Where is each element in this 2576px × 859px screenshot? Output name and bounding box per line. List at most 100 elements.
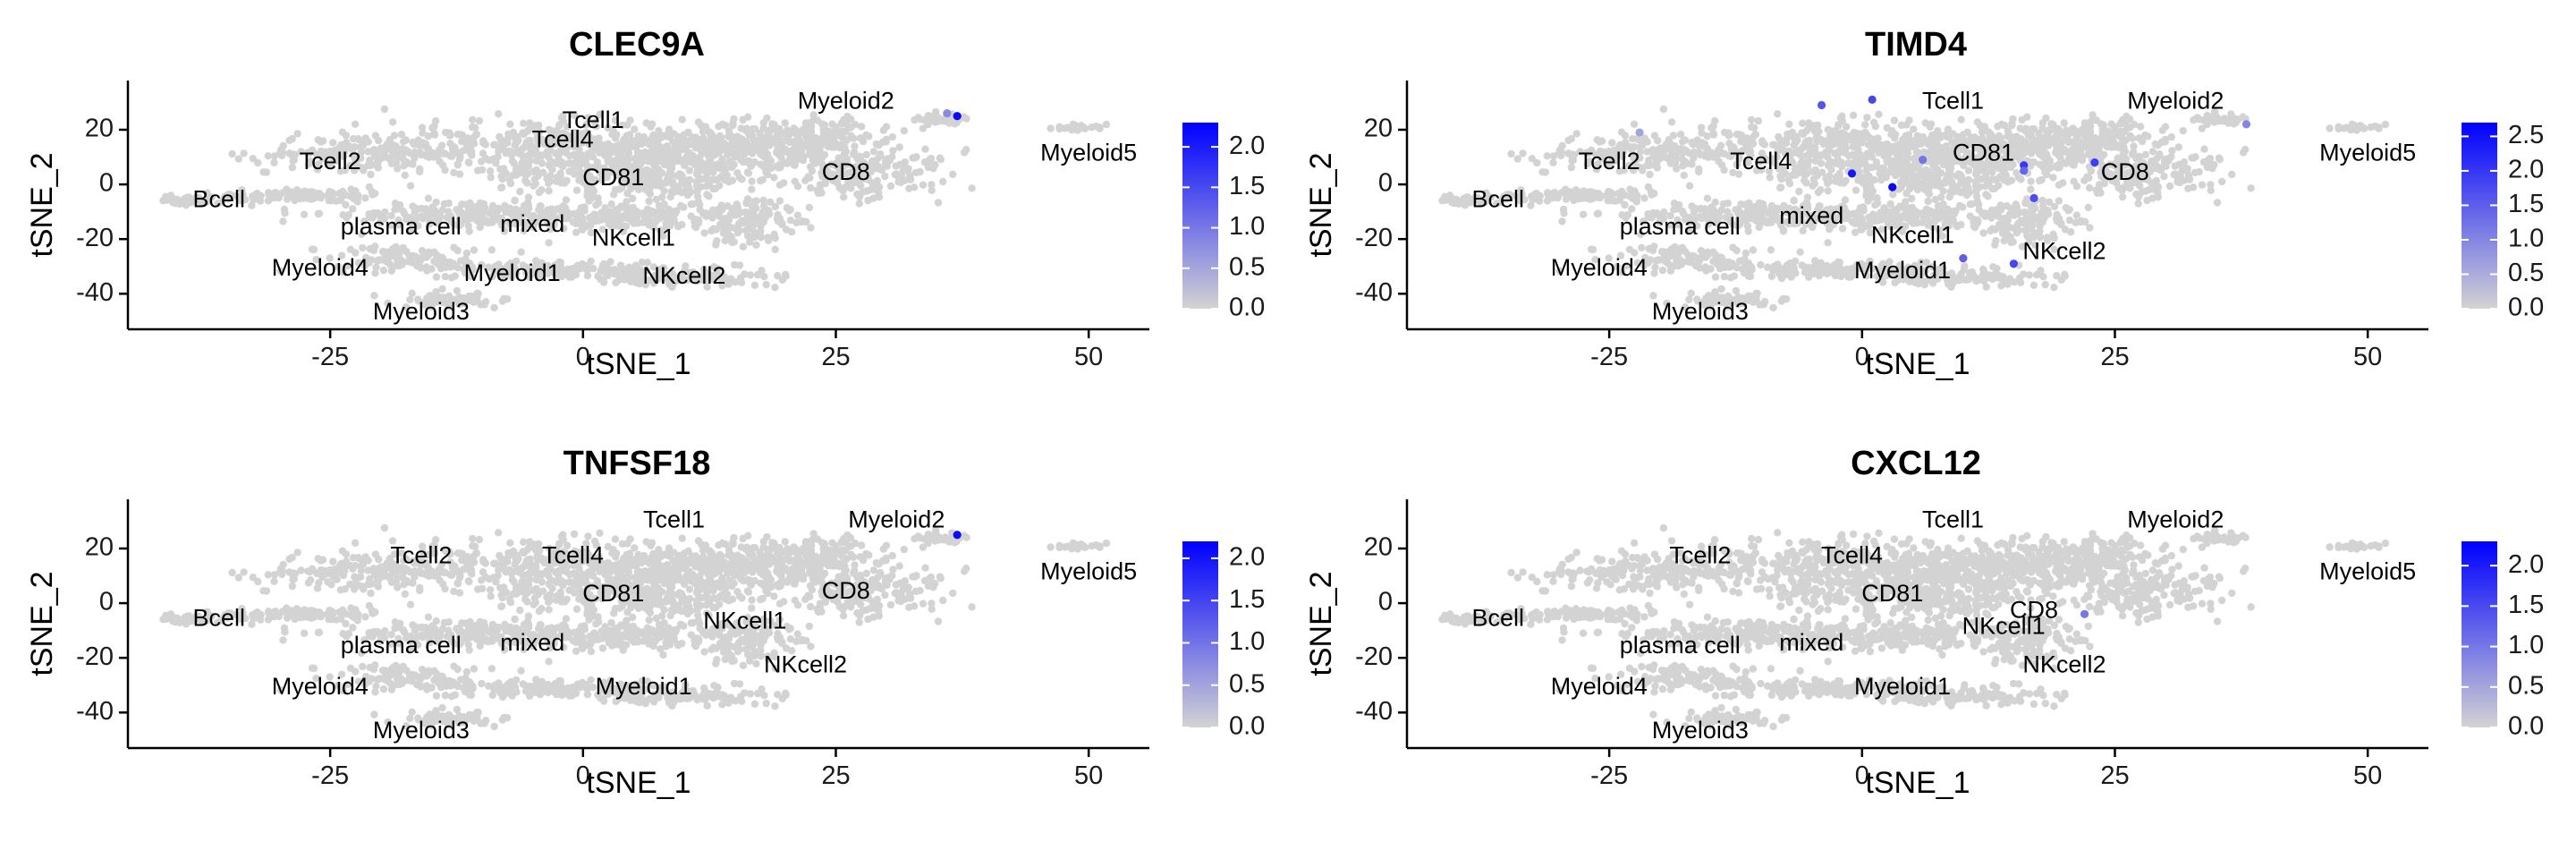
cell-point — [1528, 155, 1536, 163]
cell-point — [2141, 150, 2149, 159]
cell-point — [2228, 170, 2236, 179]
cell-point — [2090, 149, 2098, 157]
cell-point — [578, 225, 586, 233]
cell-point — [491, 140, 499, 149]
cell-point — [855, 200, 863, 208]
cell-point — [805, 150, 813, 158]
cell-point — [881, 172, 889, 181]
cell-point — [1640, 194, 1648, 202]
cell-point — [370, 151, 379, 160]
cell-point — [1910, 125, 1918, 133]
cell-point — [573, 160, 581, 168]
cell-point — [419, 129, 427, 137]
cell-point — [664, 160, 672, 169]
cell-point — [2174, 143, 2182, 151]
cell-point — [866, 186, 874, 194]
cluster-label: CD8 — [822, 158, 870, 185]
cell-point — [511, 133, 519, 141]
cell-point — [2046, 157, 2055, 166]
cell-point — [806, 174, 814, 182]
cell-point — [2085, 174, 2093, 182]
cell-point — [934, 199, 943, 207]
cell-point — [572, 186, 581, 194]
cell-point — [832, 123, 840, 132]
cell-point — [1862, 190, 1870, 198]
cell-point — [446, 152, 454, 160]
cell-point — [468, 151, 476, 159]
cell-point — [1707, 265, 1715, 273]
cell-point — [417, 264, 425, 272]
cell-point — [279, 217, 287, 225]
cell-point — [685, 175, 694, 184]
cell-point — [1857, 130, 1865, 138]
cell-point — [1096, 123, 1104, 132]
colorbar-tick-label: 0.5 — [1229, 252, 1265, 281]
cell-point — [678, 115, 686, 123]
cell-point — [1857, 225, 1865, 233]
cell-point — [1864, 197, 1872, 205]
cell-point — [486, 167, 495, 175]
cell-point — [2200, 145, 2208, 153]
cell-point — [2049, 174, 2057, 182]
cell-point — [270, 158, 278, 166]
cell-point — [843, 136, 851, 144]
cell-point — [762, 280, 770, 289]
cell-point — [1724, 200, 1732, 208]
cell-point — [806, 183, 815, 192]
cell-point — [1662, 140, 1671, 149]
cell-point — [900, 126, 908, 135]
cell-point — [1672, 154, 1681, 162]
cell-point — [1824, 239, 1832, 247]
cell-point — [1875, 110, 1883, 118]
cell-point — [928, 186, 936, 194]
cell-point — [1776, 183, 1785, 191]
cell-point — [632, 154, 641, 163]
cell-point — [1869, 210, 1877, 218]
cell-point — [811, 149, 819, 157]
cell-point — [365, 183, 374, 191]
cell-point — [2206, 163, 2214, 171]
cell-point — [2067, 146, 2075, 155]
expressing-cell-point — [943, 109, 952, 118]
cell-point — [458, 137, 466, 146]
cell-point — [543, 148, 551, 157]
cell-point — [304, 191, 313, 199]
cell-point — [1615, 190, 1623, 198]
cell-point — [1904, 169, 1912, 178]
cell-point — [1685, 182, 1694, 190]
cell-point — [509, 171, 517, 179]
cell-point — [2206, 154, 2215, 163]
cell-point — [346, 245, 355, 253]
cell-point — [372, 263, 380, 271]
cell-point — [782, 225, 791, 234]
cell-point — [895, 143, 903, 151]
cell-point — [2014, 226, 2022, 234]
cell-point — [336, 190, 344, 198]
cell-point — [735, 261, 744, 269]
cell-point — [1838, 117, 1846, 125]
cluster-label: Myeloid2 — [798, 88, 894, 115]
cell-point — [487, 174, 495, 182]
cell-point — [631, 269, 640, 277]
cell-point — [2118, 193, 2127, 201]
cell-point — [583, 190, 591, 198]
cell-point — [927, 154, 936, 163]
cell-point — [2207, 186, 2215, 194]
cell-point — [545, 125, 553, 134]
cell-point — [746, 160, 754, 168]
cell-point — [766, 198, 775, 207]
cell-point — [886, 182, 895, 191]
cell-point — [523, 127, 531, 135]
cell-point — [359, 243, 367, 252]
cell-point — [436, 149, 444, 157]
cell-point — [385, 250, 393, 258]
cell-point — [697, 183, 705, 191]
cell-point — [656, 151, 665, 159]
cell-point — [1088, 123, 1096, 132]
cell-point — [594, 199, 603, 208]
cell-point — [1966, 200, 1974, 208]
cell-point — [703, 191, 711, 199]
cell-point — [840, 115, 848, 124]
cell-point — [446, 263, 455, 271]
cell-point — [521, 171, 530, 180]
